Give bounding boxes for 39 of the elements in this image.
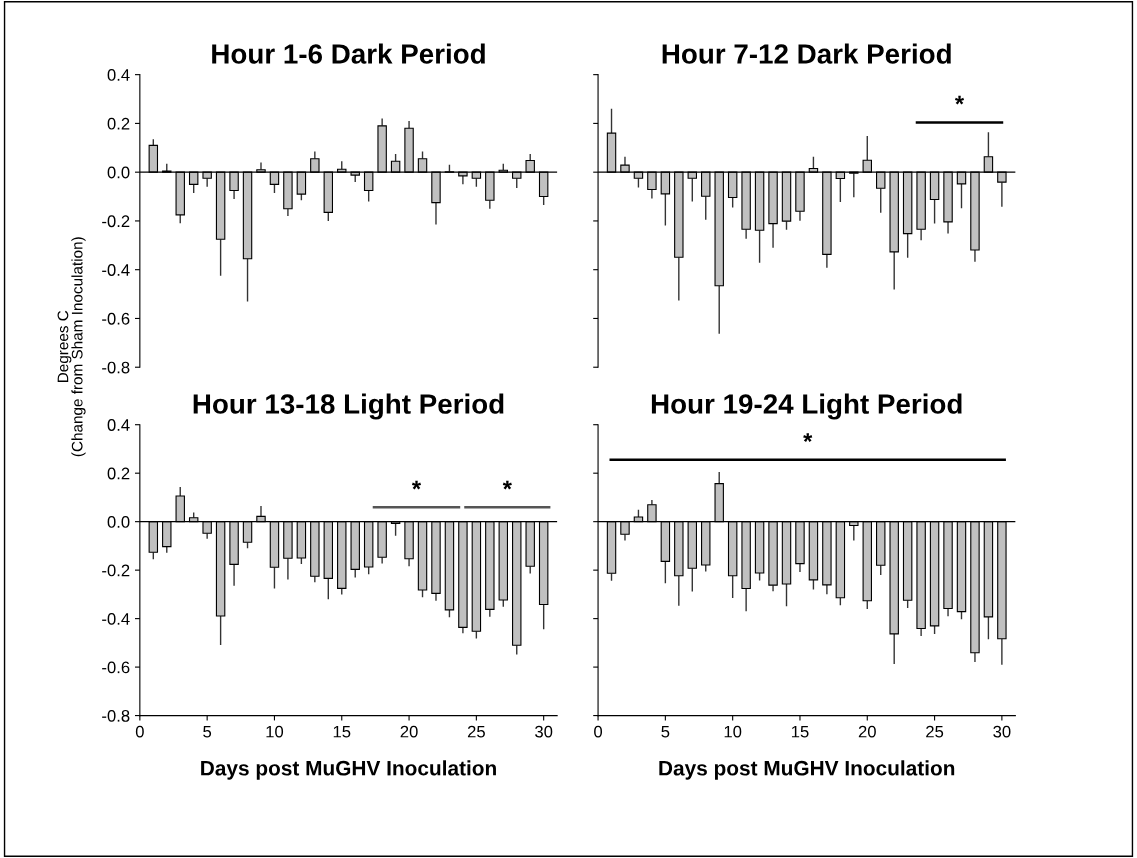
x-tick-label: 5: [661, 725, 670, 738]
annotation: *: [411, 480, 422, 490]
annotation: *: [954, 95, 965, 105]
x-tick-label: 0: [135, 725, 144, 738]
chart-title: Hour 13-18 Light Period: [193, 393, 504, 420]
y-tick-label: 0.0: [107, 516, 130, 528]
x-tick-label: 10: [724, 725, 742, 738]
y-tick-label: -0.4: [102, 264, 130, 276]
x-tick-label: 5: [203, 725, 212, 738]
y-tick-label: 0.2: [107, 117, 130, 130]
chart-title: Hour 7-12 Dark Period: [662, 43, 951, 64]
x-axis-title: Days post MuGHV Inoculation: [659, 760, 955, 780]
x-tick-label: 15: [333, 725, 351, 738]
y-tick-label: 0.4: [107, 419, 130, 431]
y-tick-label: -0.6: [102, 312, 130, 325]
x-tick-label: 25: [926, 725, 944, 738]
y-tick-label: -0.4: [102, 613, 130, 625]
x-tick-label: 20: [400, 725, 418, 738]
y-tick-label: -0.6: [102, 661, 130, 674]
chart-title: Hour 1-6 Dark Period: [212, 43, 485, 64]
y-tick-label: 0.0: [107, 166, 130, 179]
y-tick-label: 0.2: [107, 467, 130, 480]
x-tick-label: 20: [858, 725, 876, 738]
y-axis-title: Degrees C (Change from Sham Inoculation): [57, 237, 86, 457]
y-tick-label: 0.4: [107, 69, 130, 81]
x-axis-title: Days post MuGHV Inoculation: [201, 760, 496, 780]
x-tick-label: 30: [993, 725, 1011, 738]
y-tick-label: -0.8: [102, 361, 130, 374]
annotation: *: [803, 433, 813, 442]
x-tick-label: 15: [791, 725, 809, 738]
y-tick-label: -0.2: [102, 564, 130, 577]
y-tick-label: -0.2: [102, 215, 130, 228]
x-tick-label: 25: [467, 725, 485, 738]
x-tick-label: 10: [266, 725, 284, 738]
x-tick-label: 30: [535, 725, 553, 738]
x-tick-label: 0: [594, 725, 603, 738]
annotation: *: [502, 480, 512, 490]
y-tick-label: -0.8: [102, 709, 130, 722]
chart-title: Hour 19-24 Light Period: [651, 393, 962, 420]
